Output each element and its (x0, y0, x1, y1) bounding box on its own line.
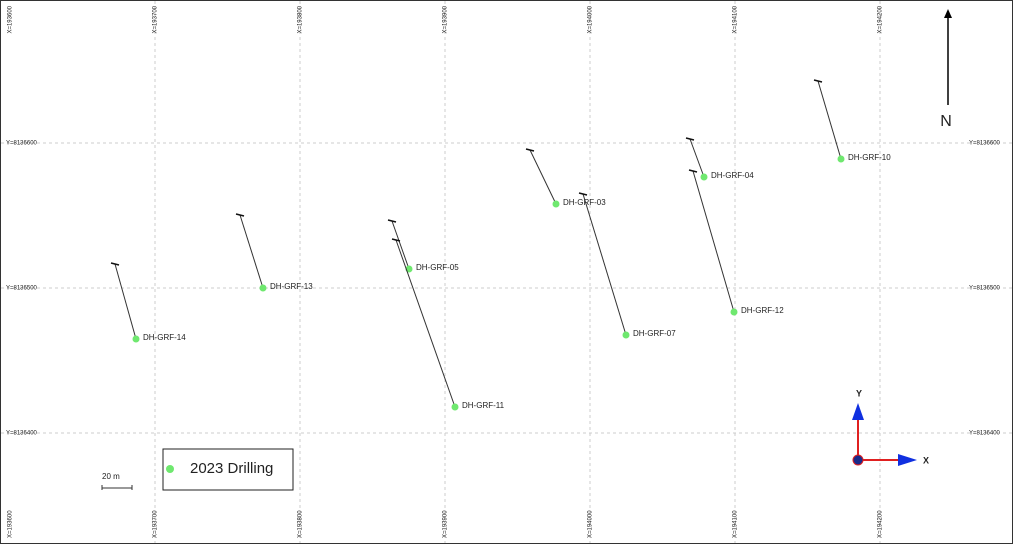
axis-y-label: Y (856, 388, 862, 398)
x-grid-label: X=193800 (298, 510, 304, 538)
hole-trace (395, 239, 456, 408)
legend-marker (166, 465, 174, 473)
hole-collar (813, 79, 823, 83)
hole-end (451, 403, 459, 411)
y-grid-label: Y=8136500 (969, 286, 1001, 292)
hole-trace (582, 193, 627, 336)
hole-label: DH-GRF-13 (270, 282, 313, 291)
hole-label: DH-GRF-07 (633, 329, 676, 338)
x-grid-label: X=193600 (8, 510, 14, 538)
x-grid-label: X=194100 (733, 510, 739, 538)
hole-trace (239, 214, 264, 289)
north-label: N (940, 113, 952, 130)
hole-end (132, 335, 140, 343)
hole-end (700, 173, 708, 181)
hole-label: DH-GRF-03 (563, 198, 606, 207)
hole-collar (688, 169, 698, 173)
hole-label: DH-GRF-11 (462, 401, 505, 410)
hole-trace (114, 263, 137, 340)
hole-label: DH-GRF-04 (711, 171, 754, 180)
scale-bar-label: 20 m (102, 472, 120, 481)
hole-end (552, 200, 560, 208)
axis-origin (852, 454, 864, 466)
y-grid-label: Y=8136500 (6, 286, 38, 292)
x-grid-label: X=194000 (588, 510, 594, 538)
hole-end (622, 331, 630, 339)
hole-label: DH-GRF-14 (143, 333, 186, 342)
x-grid-label: X=193600 (8, 5, 14, 33)
hole-collar (235, 213, 245, 217)
hole-trace (817, 80, 842, 160)
x-grid-label: X=194200 (878, 5, 884, 33)
x-grid-label: X=194100 (733, 5, 739, 33)
drill-holes: DH-GRF-14 DH-GRF-13 DH-GRF-05 DH-GRF-11 DH-G… (110, 79, 891, 411)
axis-x-label: X (923, 455, 929, 465)
legend-label: 2023 Drilling (190, 460, 273, 477)
hole-trace (529, 149, 557, 205)
hole-end (259, 284, 267, 292)
x-grid-label: X=193700 (153, 5, 159, 33)
north-arrowhead (944, 9, 952, 18)
scale-bar (101, 485, 133, 490)
x-grid-label: X=193900 (443, 510, 449, 538)
y-grid-label: Y=8136400 (6, 431, 38, 437)
hole-collar (387, 219, 397, 223)
hole-collar (685, 137, 695, 141)
hole-label: DH-GRF-12 (741, 306, 784, 315)
hole-label: DH-GRF-10 (848, 153, 891, 162)
hole-trace (391, 220, 410, 270)
y-grid-label: Y=8136600 (6, 141, 38, 147)
hole-end (730, 308, 738, 316)
hole-collar (525, 148, 535, 152)
legend-box (162, 448, 294, 491)
x-grid-label: X=193800 (298, 5, 304, 33)
y-grid-label: Y=8136600 (969, 141, 1001, 147)
hole-trace (689, 138, 705, 178)
x-grid-label: X=193700 (153, 510, 159, 538)
hole-end (837, 155, 845, 163)
x-grid-label: X=194000 (588, 5, 594, 33)
y-grid-label: Y=8136400 (969, 431, 1001, 437)
hole-collar (578, 192, 588, 196)
hole-label: DH-GRF-05 (416, 263, 459, 272)
hole-collar (110, 262, 120, 266)
x-grid-label: X=193900 (443, 5, 449, 33)
hole-collar (391, 238, 401, 242)
axis-x-arrow (898, 454, 917, 466)
x-grid-label: X=194200 (878, 510, 884, 538)
axis-y-arrow (852, 403, 864, 420)
hole-trace (692, 170, 735, 313)
